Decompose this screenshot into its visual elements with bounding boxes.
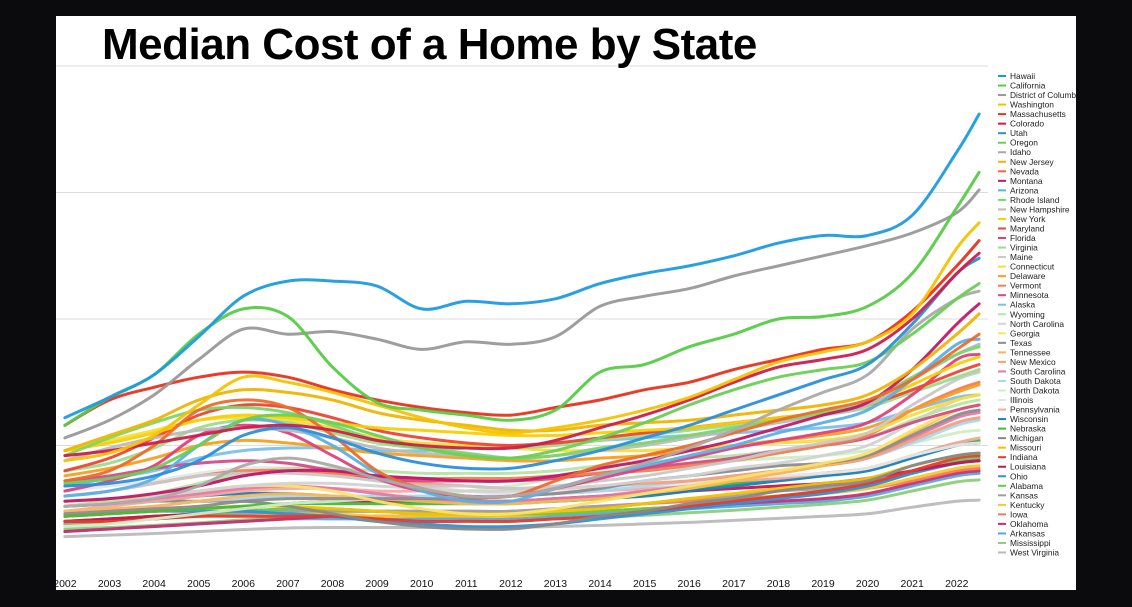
- legend-label-arkansas: Arkansas: [1010, 528, 1045, 538]
- series-line-utah: [63, 256, 981, 488]
- series-line-north-dakota: [63, 428, 981, 528]
- x-tick-label: 2005: [187, 578, 211, 590]
- series-line-california: [63, 170, 981, 427]
- x-tick-label: 2014: [588, 578, 612, 590]
- legend-label-minnesota: Minnesota: [1010, 290, 1049, 300]
- x-tick-label: 2022: [945, 578, 969, 590]
- legend-label-indiana: Indiana: [1010, 452, 1038, 462]
- legend-label-california: California: [1010, 81, 1046, 91]
- legend-label-oklahoma: Oklahoma: [1010, 519, 1049, 529]
- legend-label-wyoming: Wyoming: [1010, 309, 1045, 319]
- series-line-indiana: [63, 454, 981, 524]
- legend-label-nevada: Nevada: [1010, 166, 1039, 176]
- series-line-colorado: [63, 251, 981, 458]
- series-line-district-of-columbia: [63, 188, 981, 440]
- x-tick-label: 2007: [276, 578, 300, 590]
- legend-label-new-mexico: New Mexico: [1010, 357, 1056, 367]
- legend-label-oregon: Oregon: [1010, 138, 1038, 148]
- series-line-montana: [63, 302, 981, 503]
- legend-label-michigan: Michigan: [1010, 433, 1044, 443]
- legend-label-texas: Texas: [1010, 338, 1032, 348]
- x-tick-label: 2009: [365, 578, 389, 590]
- legend-label-alabama: Alabama: [1010, 481, 1043, 491]
- x-tick-label: 2021: [901, 578, 925, 590]
- legend-label-south-carolina: South Carolina: [1010, 366, 1066, 376]
- x-axis-ticks: 2002 2003 2004 2005 2006 2007 2008 2009 2010 2011…: [56, 578, 969, 590]
- x-tick-label: 2019: [811, 578, 835, 590]
- legend-label-west-virginia: West Virginia: [1010, 548, 1059, 558]
- x-tick-label: 2015: [633, 578, 657, 590]
- legend-label-virginia: Virginia: [1010, 243, 1038, 253]
- x-tick-label: 2017: [722, 578, 746, 590]
- series-line-idaho: [63, 289, 981, 508]
- legend-label-new-jersey: New Jersey: [1010, 157, 1055, 167]
- series-line-hawaii: [63, 112, 981, 420]
- legend-label-district-of-columbia: District of Columbia: [1010, 90, 1076, 100]
- legend-label-rhode-island: Rhode Island: [1010, 195, 1060, 205]
- legend-label-utah: Utah: [1010, 128, 1028, 138]
- legend-label-north-dakota: North Dakota: [1010, 385, 1060, 395]
- x-tick-label: 2016: [678, 578, 702, 590]
- chart-panel: 2002 2003 2004 2005 2006 2007 2008 2009 2010 2011…: [56, 16, 1076, 590]
- legend-label-kentucky: Kentucky: [1010, 500, 1045, 510]
- x-tick-label: 2020: [856, 578, 880, 590]
- legend-label-idaho: Idaho: [1010, 147, 1031, 157]
- legend-label-missouri: Missouri: [1010, 443, 1041, 453]
- legend-label-massachusetts: Massachusetts: [1010, 109, 1066, 119]
- x-tick-label: 2018: [767, 578, 791, 590]
- legend-label-colorado: Colorado: [1010, 119, 1044, 129]
- legend-label-georgia: Georgia: [1010, 328, 1040, 338]
- legend-label-kansas: Kansas: [1010, 490, 1038, 500]
- x-tick-label: 2004: [142, 578, 166, 590]
- legend-label-maine: Maine: [1010, 252, 1033, 262]
- legend-label-new-york: New York: [1010, 214, 1046, 224]
- legend-label-delaware: Delaware: [1010, 271, 1046, 281]
- x-tick-label: 2003: [98, 578, 122, 590]
- x-tick-label: 2006: [232, 578, 256, 590]
- legend-label-vermont: Vermont: [1010, 281, 1042, 291]
- legend-label-new-hampshire: New Hampshire: [1010, 204, 1070, 214]
- legend-label-arizona: Arizona: [1010, 185, 1039, 195]
- chart-title: Median Cost of a Home by State: [102, 20, 757, 69]
- series-line-washington: [63, 221, 981, 463]
- x-tick-label: 2010: [410, 578, 434, 590]
- legend-label-washington: Washington: [1010, 100, 1054, 110]
- legend-label-mississippi: Mississippi: [1010, 538, 1051, 548]
- legend-label-connecticut: Connecticut: [1010, 262, 1055, 272]
- legend-label-nebraska: Nebraska: [1010, 424, 1046, 434]
- legend-label-maryland: Maryland: [1010, 223, 1045, 233]
- legend-label-ohio: Ohio: [1010, 471, 1028, 481]
- legend-label-alaska: Alaska: [1010, 300, 1035, 310]
- legend-label-montana: Montana: [1010, 176, 1043, 186]
- legend-label-iowa: Iowa: [1010, 509, 1028, 519]
- x-tick-label: 2008: [321, 578, 345, 590]
- legend-label-louisiana: Louisiana: [1010, 462, 1046, 472]
- series-lines: [63, 112, 981, 539]
- legend-label-north-carolina: North Carolina: [1010, 319, 1064, 329]
- x-tick-label: 2012: [499, 578, 523, 590]
- legend-label-wisconsin: Wisconsin: [1010, 414, 1049, 424]
- series-line-nevada: [63, 332, 981, 500]
- gridlines: [56, 65, 988, 446]
- legend-label-florida: Florida: [1010, 233, 1036, 243]
- legend-label-hawaii: Hawaii: [1010, 71, 1035, 81]
- x-tick-label: 2011: [455, 578, 478, 590]
- legend-label-illinois: Illinois: [1010, 395, 1033, 405]
- line-chart: 2002 2003 2004 2005 2006 2007 2008 2009 2010 2011…: [56, 65, 1076, 590]
- legend-label-pennsylvania: Pennsylvania: [1010, 405, 1060, 415]
- x-tick-label: 2002: [56, 578, 77, 590]
- legend-label-tennessee: Tennessee: [1010, 347, 1051, 357]
- legend-label-south-dakota: South Dakota: [1010, 376, 1061, 386]
- x-tick-label: 2013: [544, 578, 568, 590]
- series-line-delaware: [63, 383, 981, 478]
